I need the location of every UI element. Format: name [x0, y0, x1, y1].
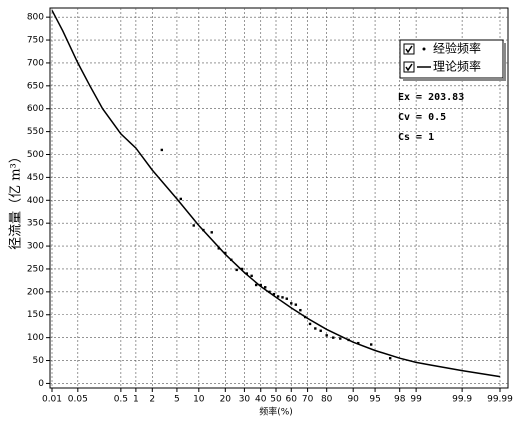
empirical-point	[160, 148, 164, 152]
empirical-point	[290, 302, 293, 305]
y-tick-label: 500	[27, 150, 44, 160]
x-tick-label: 10	[193, 395, 205, 405]
empirical-point	[240, 267, 244, 271]
theory-curve	[51, 9, 501, 378]
legend-checkbox[interactable]	[403, 43, 415, 55]
x-tick-label: 0.01	[42, 395, 62, 405]
y-tick-label: 400	[27, 196, 44, 206]
y-tick-label: 800	[27, 13, 44, 23]
x-tick-label: 99.9	[452, 395, 472, 405]
y-tick-label: 450	[27, 173, 44, 183]
x-tick-label: 80	[321, 395, 333, 405]
x-axis-label: 频率(%)	[259, 406, 293, 418]
y-tick-label: 600	[27, 104, 44, 114]
empirical-point	[192, 224, 195, 227]
y-tick-label: 200	[27, 287, 44, 297]
empirical-point	[281, 296, 284, 299]
empirical-point	[210, 231, 213, 234]
empirical-point	[314, 327, 317, 330]
y-tick-label: 550	[27, 127, 44, 137]
empirical-point	[308, 322, 312, 326]
x-tick-label: 40	[255, 395, 267, 405]
legend-shadow	[503, 43, 506, 81]
empirical-point	[299, 308, 302, 312]
legend-marker	[422, 47, 426, 51]
x-tick-label: 30	[239, 395, 251, 405]
check-mark	[405, 63, 413, 72]
empirical-point	[264, 286, 267, 289]
legend-label: 经验频率	[433, 41, 481, 56]
empirical-point	[294, 303, 298, 306]
x-tick-label: 95	[369, 395, 380, 405]
x-tick-label: 5	[174, 395, 180, 405]
x-tick-label: 0.05	[68, 395, 88, 405]
y-tick-label: 750	[27, 36, 44, 46]
legend-checkbox[interactable]	[403, 61, 415, 73]
x-tick-label: 98	[394, 395, 406, 405]
empirical-point	[272, 292, 276, 296]
empirical-point	[388, 357, 392, 360]
y-axis-label: 径流量（亿 m³）	[9, 150, 24, 250]
check-mark	[405, 45, 413, 54]
x-tick-label: 2	[149, 395, 155, 405]
plot-frame	[49, 7, 509, 389]
annotation: Cs = 1	[398, 132, 434, 143]
x-tick-label: 70	[302, 395, 314, 405]
empirical-point	[259, 283, 262, 287]
x-tick-label: 90	[347, 395, 359, 405]
y-tick-label: 100	[27, 333, 44, 343]
y-tick-label: 650	[27, 81, 44, 91]
annotation: Ex = 203.83	[398, 92, 464, 103]
empirical-point	[319, 329, 322, 332]
empirical-point	[217, 247, 220, 250]
annotation: Cv = 0.5	[398, 112, 446, 123]
y-tick-label: 350	[27, 219, 44, 229]
x-tick-label: 60	[286, 395, 298, 405]
empirical-point	[369, 343, 373, 346]
y-tick-label: 700	[27, 58, 44, 68]
empirical-point	[357, 341, 360, 345]
y-tick-label: 0	[38, 379, 44, 389]
empirical-point	[224, 251, 227, 255]
legend-box	[399, 39, 504, 79]
empirical-point	[250, 274, 253, 278]
empirical-point	[285, 297, 288, 300]
empirical-point	[332, 336, 335, 339]
empirical-point	[235, 268, 238, 272]
empirical-point	[179, 197, 183, 201]
x-tick-label: 1	[133, 395, 139, 405]
y-tick-label: 150	[27, 310, 44, 320]
x-tick-label: 99.99	[487, 395, 513, 405]
y-tick-label: 50	[33, 356, 45, 366]
y-tick-label: 250	[27, 264, 44, 274]
x-tick-label: 20	[220, 395, 232, 405]
legend-label: 理论频率	[433, 59, 481, 74]
y-tick-label: 300	[27, 242, 44, 252]
x-tick-label: 99	[410, 395, 422, 405]
empirical-point	[339, 337, 342, 340]
empirical-point	[276, 295, 280, 298]
empirical-point	[254, 283, 258, 287]
empirical-point	[245, 272, 249, 275]
x-tick-label: 50	[270, 395, 282, 405]
x-tick-label: 0.5	[114, 395, 128, 405]
empirical-point	[325, 334, 328, 337]
legend-shadow	[403, 78, 506, 81]
